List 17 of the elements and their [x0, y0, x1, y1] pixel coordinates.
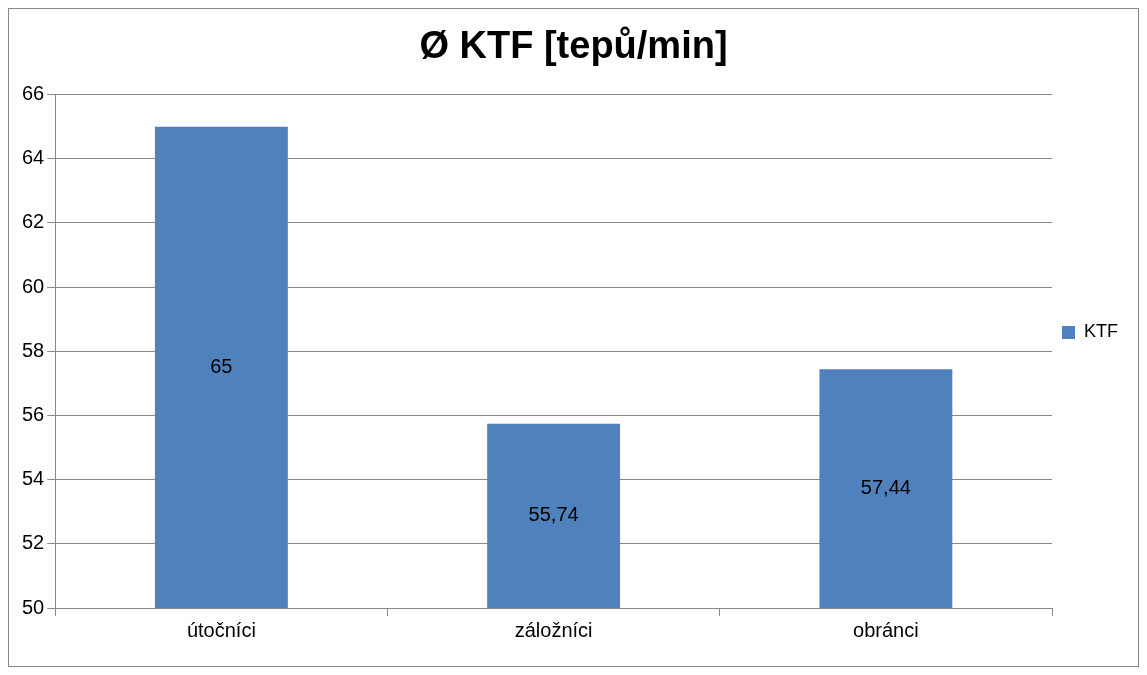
y-tick-label: 64 [22, 146, 45, 169]
y-tick-label: 62 [22, 210, 45, 233]
y-tick-label: 66 [22, 82, 45, 105]
data-label: 65 [210, 354, 233, 377]
y-tick-label: 54 [22, 467, 45, 490]
y-tick-label: 52 [22, 531, 45, 554]
y-tick-label: 50 [22, 595, 45, 618]
data-label: 55,74 [528, 503, 579, 526]
y-tick-label: 58 [22, 338, 45, 361]
x-tick-label: záložníci [514, 618, 593, 641]
chart-title: Ø KTF [tepů/min] [419, 24, 728, 67]
y-tick-label: 60 [22, 274, 45, 297]
y-tick-label: 56 [22, 402, 45, 425]
legend-label: KTF [1084, 321, 1118, 342]
data-label: 57,44 [860, 476, 911, 499]
x-tick-label: útočníci [186, 618, 256, 641]
x-tick-label: obránci [853, 618, 919, 641]
